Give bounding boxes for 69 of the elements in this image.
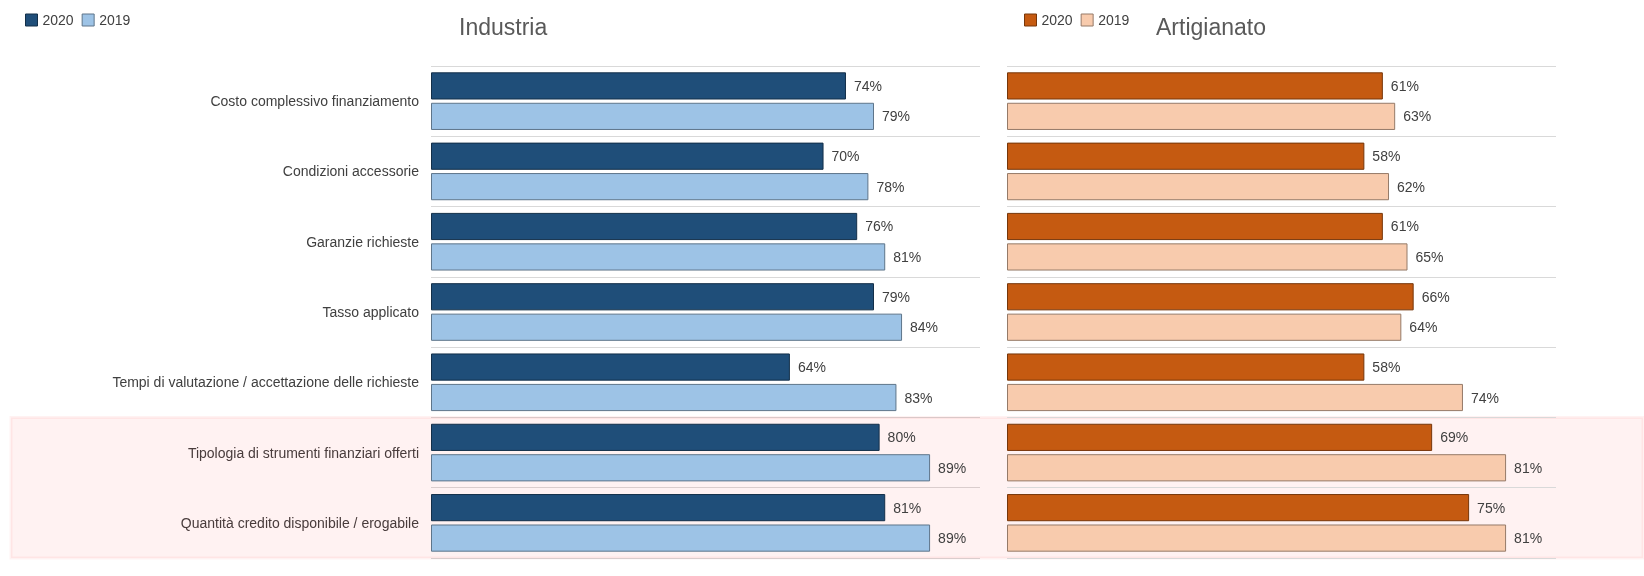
data-label: 89% [938,459,967,476]
bar [431,423,880,451]
y-tick-label: Tasso applicato [322,304,420,320]
data-label: 79% [882,288,911,305]
bar [431,173,869,201]
bar [1007,313,1402,341]
data-label: 70% [831,148,860,165]
chart-title: Artigianato [1156,13,1266,40]
legend-label: 2019 [1098,12,1130,28]
data-label: 78% [876,178,905,195]
data-label: 84% [910,319,939,336]
bar [431,383,897,412]
bar [431,353,790,381]
bar [1007,494,1470,522]
data-label: 79% [882,108,911,125]
data-label: 64% [1409,319,1438,336]
legend-label: 2020 [1041,12,1073,28]
data-label: 58% [1372,359,1401,376]
data-label: 58% [1372,148,1401,165]
bar [431,102,875,130]
y-tick-label: Garanzie richieste [306,233,420,250]
data-label: 64% [797,359,826,376]
chart-title: Industria [459,13,548,40]
y-tick-label: Costo complessivo finanziamento [210,93,420,110]
bar [1007,524,1507,552]
y-tick-label: Quantità credito disponibile / erogabile [180,514,420,531]
bar [1007,243,1408,271]
bar [1007,102,1396,130]
data-label: 69% [1440,429,1469,446]
legend-label: 2020 [42,12,74,28]
data-label: 62% [1397,178,1426,195]
data-label: 63% [1403,108,1432,125]
bar [1007,283,1414,311]
bar [431,454,931,482]
bar [1007,72,1383,100]
bar [1007,173,1390,201]
data-label: 81% [893,248,922,265]
bar [431,142,824,170]
bar [1007,212,1383,241]
bar [431,72,846,100]
data-label: 66% [1421,288,1450,305]
legend-label: 2019 [99,12,131,28]
data-label: 61% [1390,218,1419,235]
data-label: 75% [1477,499,1506,516]
bar [431,283,875,311]
y-tick-label: Tempi di valutazione / accettazione delle richieste [112,374,420,391]
data-label: 61% [1390,77,1419,94]
y-tick-label: Condizioni accessorie [282,163,420,180]
data-label: 74% [1470,389,1499,406]
bar [1007,454,1507,482]
bar [431,313,903,341]
data-label: 74% [853,77,883,94]
bar [431,212,858,241]
bar [431,524,931,552]
data-label: 80% [887,429,916,446]
bar [1007,383,1463,412]
data-label: 81% [1514,530,1543,547]
data-label: 83% [904,389,933,406]
bar [1007,423,1433,451]
bar [431,243,886,271]
bar [1007,353,1365,381]
y-tick-label: Tipologia di strumenti finanziari offerti [187,444,419,461]
data-label: 76% [865,218,894,235]
data-label: 65% [1415,248,1444,265]
bar [1007,142,1365,170]
bar [431,494,886,522]
data-label: 81% [1514,459,1543,476]
data-label: 89% [938,530,967,547]
data-label: 81% [893,499,922,516]
